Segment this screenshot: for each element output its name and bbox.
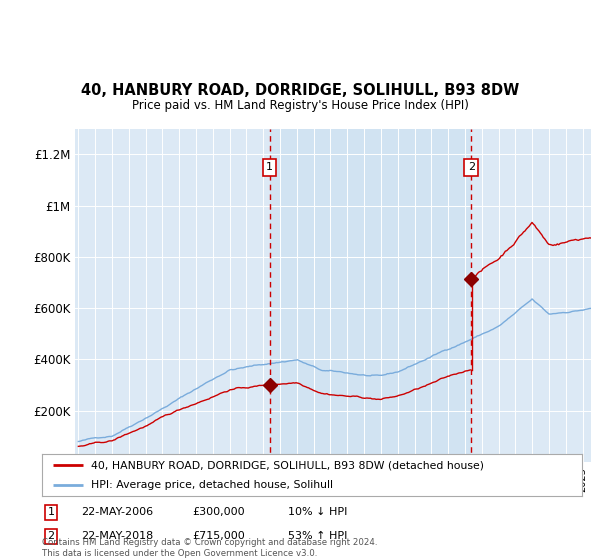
Text: Contains HM Land Registry data © Crown copyright and database right 2024.
This d: Contains HM Land Registry data © Crown c…: [42, 538, 377, 558]
Text: Price paid vs. HM Land Registry's House Price Index (HPI): Price paid vs. HM Land Registry's House …: [131, 99, 469, 112]
Text: 22-MAY-2018: 22-MAY-2018: [81, 531, 153, 542]
Text: 22-MAY-2006: 22-MAY-2006: [81, 507, 153, 517]
Text: 2: 2: [47, 531, 55, 542]
Text: 53% ↑ HPI: 53% ↑ HPI: [288, 531, 347, 542]
Text: £715,000: £715,000: [192, 531, 245, 542]
Text: 40, HANBURY ROAD, DORRIDGE, SOLIHULL, B93 8DW (detached house): 40, HANBURY ROAD, DORRIDGE, SOLIHULL, B9…: [91, 460, 484, 470]
Bar: [269, 129, 472, 462]
Text: 40, HANBURY ROAD, DORRIDGE, SOLIHULL, B93 8DW: 40, HANBURY ROAD, DORRIDGE, SOLIHULL, B9…: [81, 83, 519, 98]
Text: 1: 1: [47, 507, 55, 517]
Text: £300,000: £300,000: [192, 507, 245, 517]
Text: 1: 1: [266, 162, 273, 172]
Text: HPI: Average price, detached house, Solihull: HPI: Average price, detached house, Soli…: [91, 480, 332, 490]
Text: 10% ↓ HPI: 10% ↓ HPI: [288, 507, 347, 517]
Text: 2: 2: [468, 162, 475, 172]
